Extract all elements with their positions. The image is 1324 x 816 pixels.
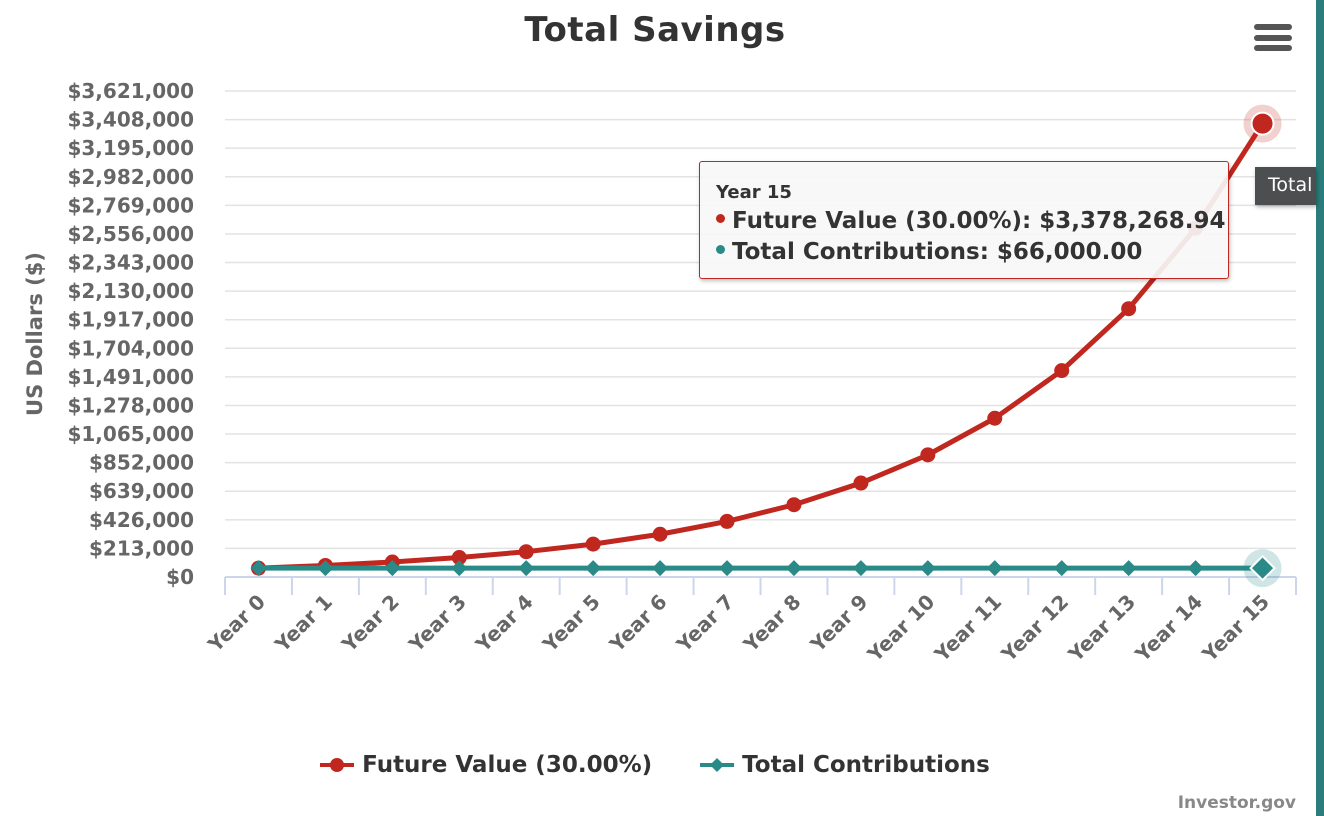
data-point[interactable] [518,544,534,560]
data-point[interactable] [1249,554,1276,582]
x-tick-label: Year 12 [996,590,1073,667]
tooltip-header: Year 15 [716,182,792,203]
y-tick-label: $0 [166,565,194,589]
legend: Future Value (30.00%) Total Contribution… [0,752,1310,779]
x-axis [224,576,1297,595]
data-point[interactable] [919,560,936,577]
x-tick-label: Year 10 [862,590,939,667]
legend-label-future-value: Future Value (30.00%) [362,752,653,778]
data-point[interactable] [652,560,669,577]
data-point[interactable] [719,513,735,529]
legend-circle-marker-icon [320,758,355,772]
x-tick-label: Year 13 [1063,590,1140,667]
data-point[interactable] [1250,111,1275,136]
y-tick-label: $213,000 [89,536,194,560]
future-value-dot-icon [716,214,725,223]
x-tick-label: Year 8 [738,590,805,657]
x-tick-label: Year 3 [403,590,470,657]
side-scrollbar[interactable] [1316,0,1324,816]
tooltip: Year 15 Future Value (30.00%): $3,378,26… [699,161,1229,279]
y-tick-label: $2,982,000 [67,165,194,189]
tooltip-future-value-text: Future Value (30.00%): $3,378,268.94 [732,208,1226,234]
data-point[interactable] [451,560,468,577]
data-point[interactable] [986,560,1003,577]
data-point[interactable] [317,560,334,577]
data-point[interactable] [853,475,869,491]
x-tick-label: Year 9 [805,590,872,657]
chart-title: Total Savings [524,10,786,50]
x-tick-label: Year 15 [1197,590,1274,667]
y-tick-label: $1,491,000 [67,365,194,389]
x-axis-ticks: Year 0 Year 1 Year 2 Year 3 Year 4 Year 5 Year… [203,590,1275,667]
data-point[interactable] [920,447,936,463]
data-point[interactable] [585,560,602,577]
y-axis-ticks: $0 $213,000 $426,000 $639,000 $852,000 $1,065… [67,79,194,589]
data-point[interactable] [384,560,401,577]
y-tick-label: $1,278,000 [67,393,194,417]
y-tick-label: $1,065,000 [67,422,194,446]
y-tick-label: $2,556,000 [67,222,194,246]
y-tick-label: $426,000 [89,508,194,532]
x-tick-label: Year 5 [537,590,604,657]
credit-link[interactable]: Investor.gov [1177,793,1296,813]
y-tick-label: $2,343,000 [67,251,194,275]
x-tick-label: Year 2 [336,590,403,657]
series-group [250,104,1282,588]
data-point[interactable] [250,560,267,577]
tooltip-contributions-text: Total Contributions: $66,000.00 [732,239,1143,265]
x-tick-label: Year 6 [604,590,671,657]
data-point[interactable] [652,526,668,542]
x-tick-label: Year 11 [929,590,1006,667]
y-tick-label: $2,130,000 [67,279,194,303]
data-point[interactable] [518,560,535,577]
data-point[interactable] [852,560,869,577]
data-point[interactable] [451,550,467,566]
y-tick-label: $1,917,000 [67,308,194,332]
contributions-dot-icon [716,245,725,254]
series-total-contributions [250,549,1282,588]
y-tick-label: $3,195,000 [67,136,194,160]
x-tick-label: Year 0 [203,590,270,657]
y-tick-label: $3,408,000 [67,108,194,132]
hover-tooltip: Total [1255,167,1316,205]
gridlines [225,90,1296,550]
legend-item-future-value[interactable]: Future Value (30.00%) [320,752,652,778]
data-point[interactable] [987,410,1003,426]
data-point[interactable] [1121,301,1137,317]
hamburger-menu-icon[interactable] [1254,24,1292,54]
y-tick-label: $852,000 [89,451,194,475]
x-tick-label: Year 1 [269,590,336,657]
y-tick-label: $1,704,000 [67,336,194,360]
y-tick-label: $639,000 [89,479,194,503]
y-axis-label: US Dollars ($) [23,252,47,416]
data-point[interactable] [785,560,802,577]
data-point[interactable] [719,560,736,577]
data-point[interactable] [1120,560,1137,577]
data-point[interactable] [1187,560,1204,577]
data-point[interactable] [1053,560,1070,577]
y-tick-label: $3,621,000 [67,79,194,103]
legend-item-contributions[interactable]: Total Contributions [700,752,990,778]
tooltip-row-future-value: Future Value (30.00%): $3,378,268.94 [716,206,1228,237]
x-tick-label: Year 4 [470,590,537,657]
y-tick-label: $2,769,000 [67,193,194,217]
legend-diamond-marker-icon [700,758,735,772]
x-tick-label: Year 14 [1130,590,1207,667]
data-point[interactable] [1054,363,1070,379]
tooltip-row-contributions: Total Contributions: $66,000.00 [716,237,1228,268]
x-tick-label: Year 7 [671,590,738,657]
legend-label-contributions: Total Contributions [742,752,990,778]
data-point[interactable] [786,497,802,513]
series-line [258,122,1265,571]
data-point[interactable] [585,536,601,552]
